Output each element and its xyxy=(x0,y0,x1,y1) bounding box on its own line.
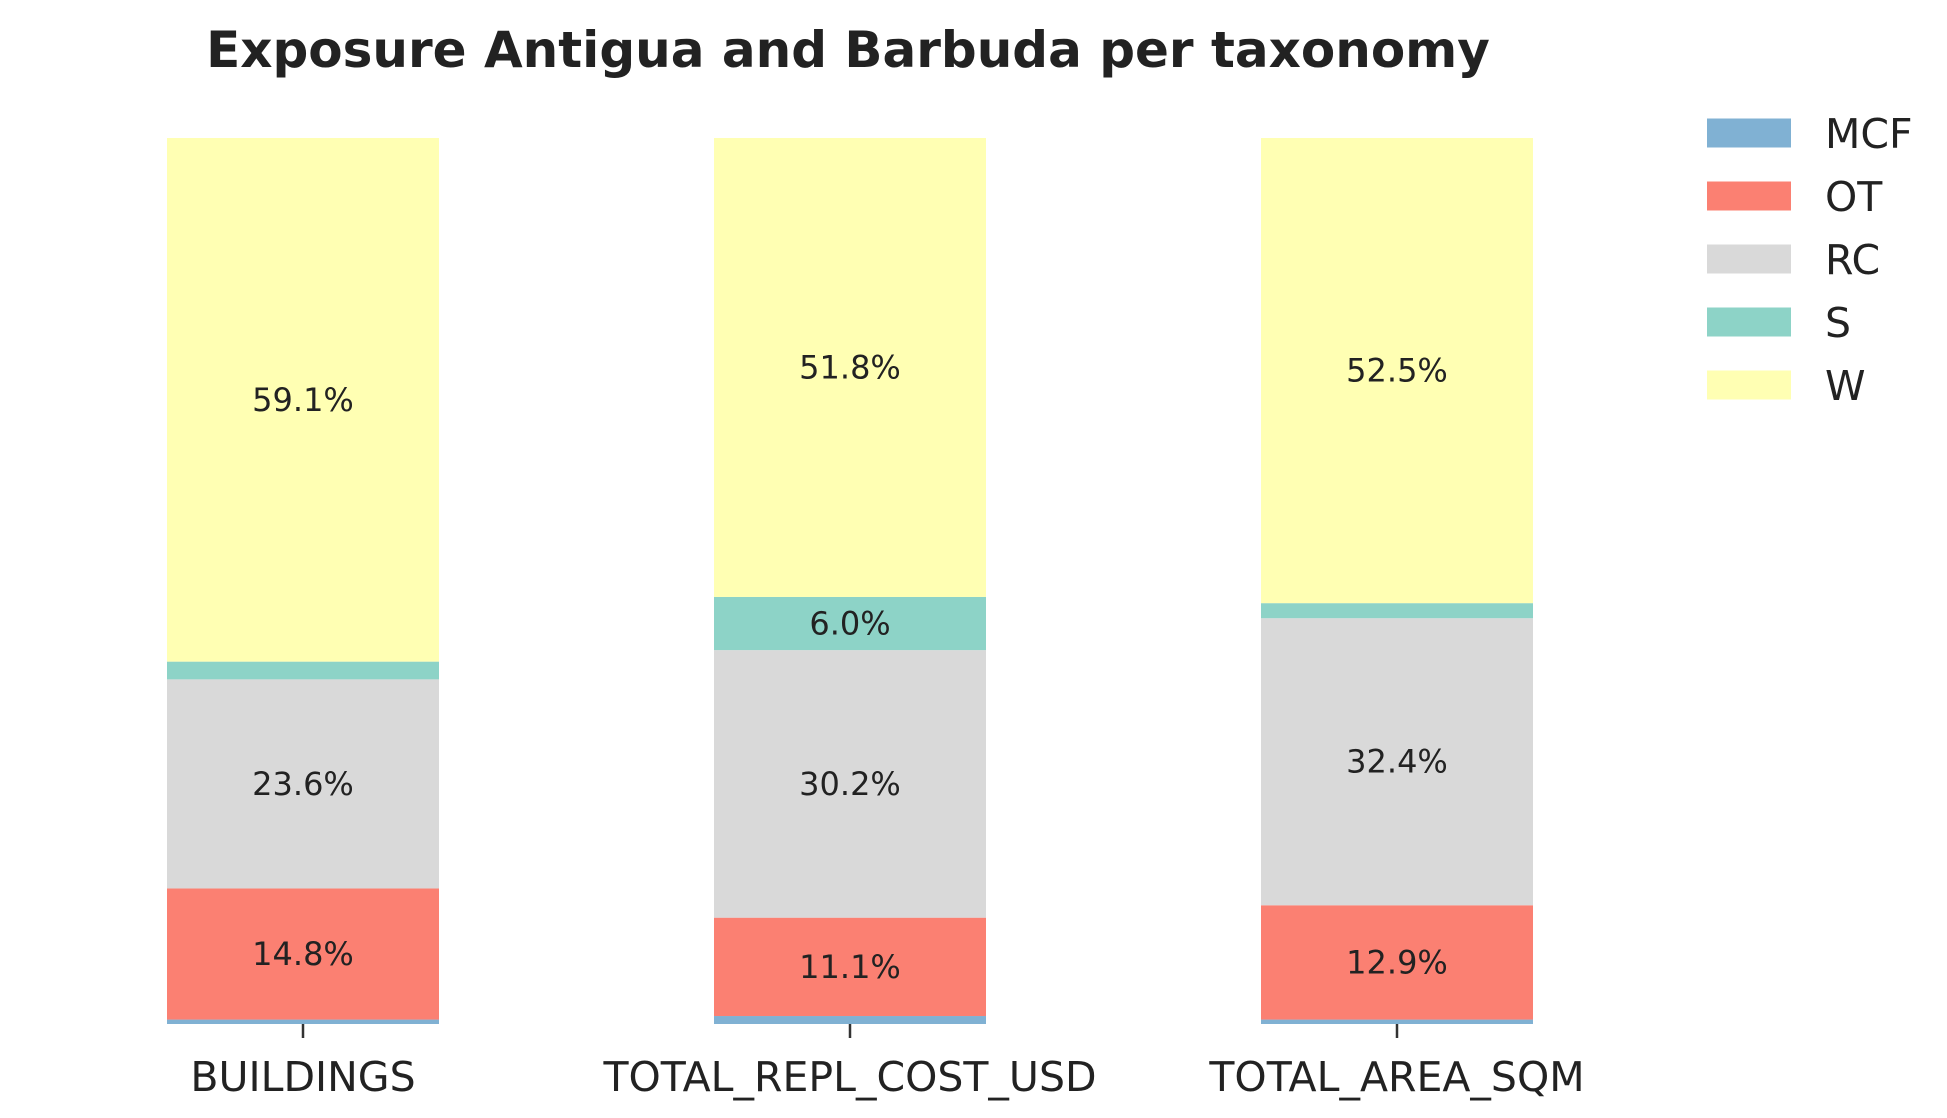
bar-segment-mcf-buildings xyxy=(167,1019,439,1024)
legend-label-w: W xyxy=(1825,362,1866,410)
data-label-rc-buildings: 23.6% xyxy=(252,765,354,803)
data-label-s-total_repl_cost_usd: 6.0% xyxy=(809,605,890,643)
legend-label-ot: OT xyxy=(1825,173,1883,221)
bar-segment-rc-total_repl_cost_usd xyxy=(714,650,986,918)
bar-segment-mcf-total_repl_cost_usd xyxy=(714,1016,986,1024)
data-label-ot-total_area_sqm: 12.9% xyxy=(1346,943,1448,981)
bar-segment-ot-buildings xyxy=(167,888,439,1020)
data-label-w-buildings: 59.1% xyxy=(252,381,354,419)
x-tick-label-buildings: BUILDINGS xyxy=(190,1053,415,1101)
bar-segment-s-buildings xyxy=(167,661,439,680)
bar-segment-ot-total_area_sqm xyxy=(1261,905,1533,1020)
bar-segment-w-total_repl_cost_usd xyxy=(714,138,986,597)
x-axis: BUILDINGS TOTAL_REPL_COST_USD TOTAL_AREA_S… xyxy=(190,1024,1585,1101)
data-label-w-total_repl_cost_usd: 51.8% xyxy=(799,348,901,386)
bar-segment-w-total_area_sqm xyxy=(1261,138,1533,604)
x-tick-label-total_repl_cost_usd: TOTAL_REPL_COST_USD xyxy=(602,1053,1096,1101)
data-label-w-total_area_sqm: 52.5% xyxy=(1346,352,1448,390)
data-label-ot-buildings: 14.8% xyxy=(252,935,354,973)
bar-segment-s-total_area_sqm xyxy=(1261,603,1533,619)
data-label-ot-total_repl_cost_usd: 11.1% xyxy=(799,948,901,986)
x-tick-label-total_area_sqm: TOTAL_AREA_SQM xyxy=(1208,1053,1584,1101)
bar-segment-w-buildings xyxy=(167,138,439,662)
chart-title: Exposure Antigua and Barbuda per taxonom… xyxy=(206,21,1490,79)
bar-segment-ot-total_repl_cost_usd xyxy=(714,917,986,1017)
bars-group xyxy=(167,138,1533,1024)
bar-segment-rc-total_area_sqm xyxy=(1261,618,1533,906)
legend-label-mcf: MCF xyxy=(1825,110,1913,158)
legend-swatch-mcf xyxy=(1707,118,1791,148)
data-label-rc-total_area_sqm: 32.4% xyxy=(1346,743,1448,781)
legend-swatch-s xyxy=(1707,307,1791,337)
legend-label-s: S xyxy=(1825,299,1851,347)
data-label-rc-total_repl_cost_usd: 30.2% xyxy=(799,765,901,803)
bar-segment-mcf-total_area_sqm xyxy=(1261,1019,1533,1024)
legend-swatch-w xyxy=(1707,370,1791,400)
bar-segment-s-total_repl_cost_usd xyxy=(714,596,986,651)
legend-swatch-ot xyxy=(1707,181,1791,211)
legend-swatch-rc xyxy=(1707,244,1791,274)
bar-segment-rc-buildings xyxy=(167,679,439,889)
data-labels-group: 14.8% 23.6% 59.1% 11.1% 30.2% 6.0% 51.8% 12.9% 3… xyxy=(252,348,1448,985)
legend-label-rc: RC xyxy=(1825,236,1880,284)
legend: MCF OT RC SW xyxy=(1707,110,1913,410)
